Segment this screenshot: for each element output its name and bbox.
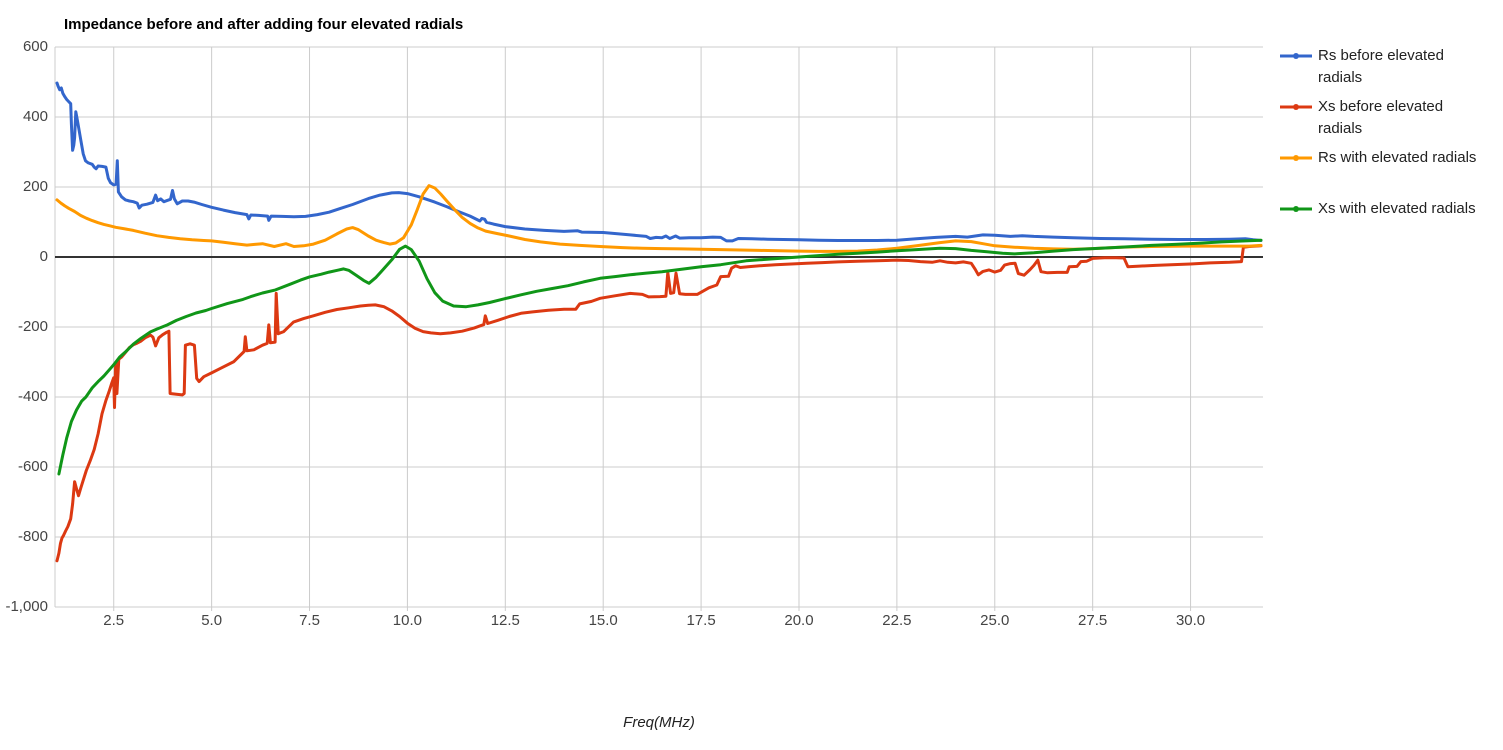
legend-item: Rs before elevated radials bbox=[1280, 45, 1500, 89]
y-tick-label: -200 bbox=[17, 318, 48, 335]
x-tick-label: 17.5 bbox=[686, 612, 716, 629]
y-tick-label: 200 bbox=[22, 178, 48, 195]
legend-item: Rs with elevated radials bbox=[1280, 147, 1500, 191]
series-line-rs-with-elevated-radials bbox=[55, 184, 1263, 253]
legend-item: Xs with elevated radials bbox=[1280, 198, 1500, 242]
y-tick-label: -800 bbox=[17, 528, 48, 545]
x-axis-title: Freq(MHz) bbox=[623, 714, 695, 731]
x-tick-label: 10.0 bbox=[392, 612, 422, 629]
series-line-xs-before-elevated-radials bbox=[55, 244, 1263, 563]
legend-label: Rs with elevated radials bbox=[1318, 149, 1477, 166]
chart-legend: Rs before elevated radials Xs before elev… bbox=[1280, 45, 1500, 249]
legend-label: Xs before elevated radials bbox=[1318, 98, 1444, 137]
y-tick-label: 400 bbox=[22, 108, 48, 125]
chart-title: Impedance before and after adding four e… bbox=[64, 16, 464, 33]
legend-label: Rs before elevated radials bbox=[1318, 47, 1444, 86]
y-tick-label: -400 bbox=[17, 388, 48, 405]
legend-item: Xs before elevated radials bbox=[1280, 96, 1500, 140]
x-tick-label: 20.0 bbox=[784, 612, 814, 629]
series-line-rs-before-elevated-radials bbox=[55, 81, 1263, 243]
x-tick-label: 2.5 bbox=[103, 612, 125, 629]
x-tick-label: 7.5 bbox=[299, 612, 320, 629]
series-line-xs-with-elevated-radials bbox=[57, 238, 1263, 476]
y-tick-label: -600 bbox=[17, 458, 48, 475]
x-tick-label: 25.0 bbox=[980, 612, 1010, 629]
y-tick-label: -1,000 bbox=[5, 598, 48, 615]
x-tick-label: 22.5 bbox=[882, 612, 912, 629]
x-tick-label: 12.5 bbox=[490, 612, 520, 629]
legend-line-swatch-icon bbox=[1280, 53, 1312, 59]
x-tick-label: 30.0 bbox=[1175, 612, 1206, 629]
x-tick-label: 5.0 bbox=[201, 612, 223, 629]
legend-line-swatch-icon bbox=[1280, 206, 1312, 212]
y-tick-label: 600 bbox=[22, 38, 48, 55]
legend-line-swatch-icon bbox=[1280, 155, 1312, 161]
x-tick-label: 27.5 bbox=[1078, 612, 1108, 629]
legend-line-swatch-icon bbox=[1280, 104, 1312, 110]
y-tick-label: 0 bbox=[39, 248, 48, 265]
legend-label: Xs with elevated radials bbox=[1318, 200, 1476, 217]
x-tick-label: 15.0 bbox=[588, 612, 618, 629]
